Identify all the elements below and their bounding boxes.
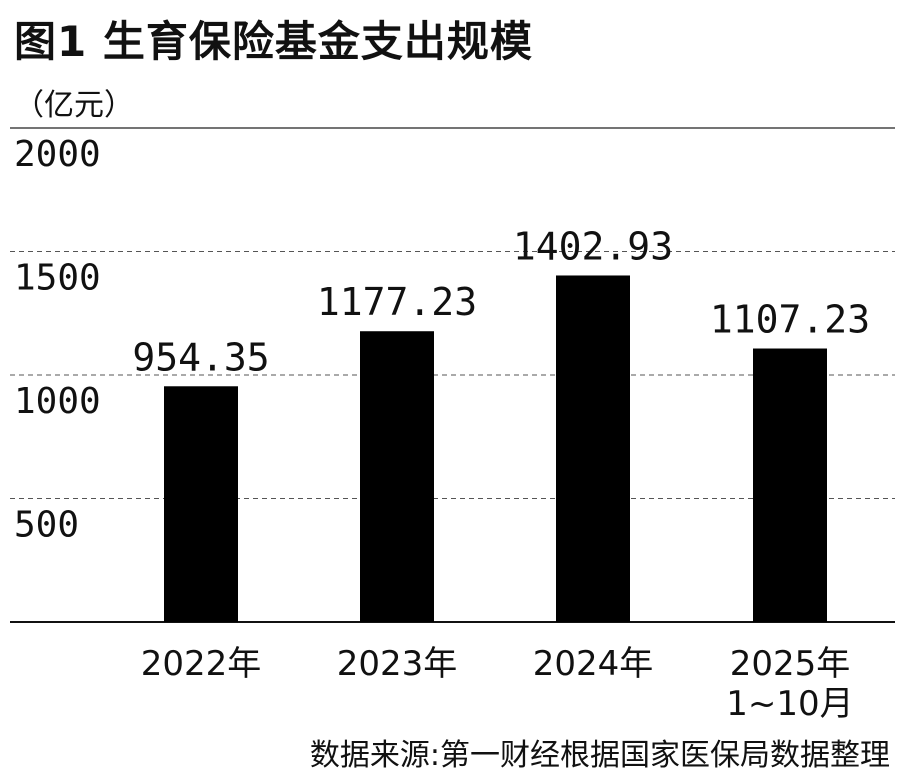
- y-axis-unit: （亿元）: [14, 88, 134, 123]
- data-label: 1402.93: [513, 224, 673, 268]
- data-source-note: 数据来源:第一财经根据国家医保局数据整理: [309, 738, 890, 773]
- y-tick-label: 2000: [14, 134, 101, 175]
- x-tick-label-line: 2022年: [141, 644, 262, 684]
- x-tick-label-line: 2024年: [533, 644, 654, 684]
- bar: [164, 386, 238, 622]
- x-tick-label-line: 2023年: [337, 644, 458, 684]
- x-tick-label: 2022年: [141, 644, 262, 684]
- x-tick-label: 2025年 1~10月: [726, 644, 853, 724]
- data-label: 1107.23: [710, 298, 870, 342]
- bar: [360, 331, 434, 622]
- x-tick-label: 2023年: [337, 644, 458, 684]
- y-tick-label: 1500: [14, 258, 101, 299]
- y-tick-label: 500: [14, 505, 79, 546]
- bar: [556, 275, 630, 622]
- chart-title: 图1 生育保险基金支出规模: [14, 17, 533, 66]
- y-tick-label: 1000: [14, 381, 101, 422]
- x-tick-label-line: 2025年: [730, 644, 851, 684]
- x-tick-label: 2024年: [533, 644, 654, 684]
- data-label: 954.35: [132, 335, 269, 379]
- x-tick-label-line: 1~10月: [726, 684, 853, 724]
- data-label: 1177.23: [317, 280, 477, 324]
- bar: [753, 348, 827, 622]
